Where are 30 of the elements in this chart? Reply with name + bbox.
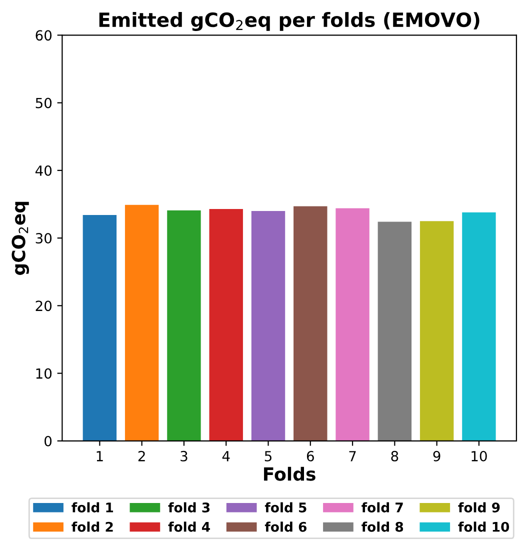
legend-label: fold 9 bbox=[458, 502, 500, 512]
x-tick-label: 9 bbox=[433, 450, 440, 462]
legend-label: fold 3 bbox=[168, 502, 210, 512]
x-tick-label: 10 bbox=[472, 450, 487, 462]
y-tick-label: 20 bbox=[36, 300, 52, 312]
legend-label: fold 6 bbox=[264, 522, 307, 532]
legend-label: fold 7 bbox=[362, 502, 403, 512]
y-tick-label: 10 bbox=[36, 368, 52, 379]
x-tick-label: 7 bbox=[349, 451, 356, 462]
x-axis-title: Folds bbox=[264, 466, 316, 481]
x-tick-label: 1 bbox=[96, 451, 103, 462]
x-tick-label: 5 bbox=[264, 451, 272, 462]
y-tick-label: 50 bbox=[36, 98, 52, 108]
y-tick-label: 40 bbox=[35, 165, 52, 176]
x-tick-label: 2 bbox=[138, 450, 145, 462]
legend-label: fold 10 bbox=[458, 522, 510, 532]
x-tick-label: 3 bbox=[180, 450, 188, 462]
y-tick-label: 60 bbox=[36, 30, 52, 41]
legend-label: fold 2 bbox=[72, 522, 113, 532]
chart-title: Emitted gCO$_{2}$eq per folds (EMOVO) bbox=[99, 12, 480, 32]
legend-label: fold 1 bbox=[72, 502, 114, 512]
x-tick-label: 8 bbox=[391, 450, 398, 462]
x-tick-label: 6 bbox=[306, 450, 314, 462]
y-axis-title: gCO$_{2}$eq bbox=[12, 202, 30, 275]
x-tick-label: 4 bbox=[222, 451, 230, 462]
y-tick-label: 30 bbox=[36, 233, 52, 244]
legend-label: fold 5 bbox=[264, 502, 306, 512]
legend-label: fold 8 bbox=[362, 522, 404, 532]
y-tick-label: 0 bbox=[44, 436, 52, 446]
legend-label: fold 4 bbox=[168, 522, 210, 532]
